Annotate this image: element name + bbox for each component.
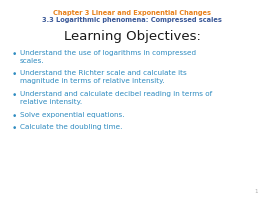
Text: •: •: [11, 70, 17, 79]
Text: Learning Objectives:: Learning Objectives:: [64, 30, 200, 43]
Text: Understand and calculate decibel reading in terms of
relative intensity.: Understand and calculate decibel reading…: [20, 91, 212, 105]
Text: Calculate the doubling time.: Calculate the doubling time.: [20, 124, 122, 130]
Text: 1: 1: [254, 189, 258, 194]
Text: •: •: [11, 124, 17, 133]
Text: Understand the Richter scale and calculate its
magnitude in terms of relative in: Understand the Richter scale and calcula…: [20, 70, 187, 84]
Text: Solve exponential equations.: Solve exponential equations.: [20, 112, 125, 118]
Text: •: •: [11, 91, 17, 100]
Text: •: •: [11, 50, 17, 59]
Text: 3.3 Logarithmic phenomena: Compressed scales: 3.3 Logarithmic phenomena: Compressed sc…: [42, 17, 222, 23]
Text: •: •: [11, 112, 17, 121]
Text: Understand the use of logarithms in compressed
scales.: Understand the use of logarithms in comp…: [20, 50, 196, 64]
Text: Chapter 3 Linear and Exponential Changes: Chapter 3 Linear and Exponential Changes: [53, 10, 211, 16]
